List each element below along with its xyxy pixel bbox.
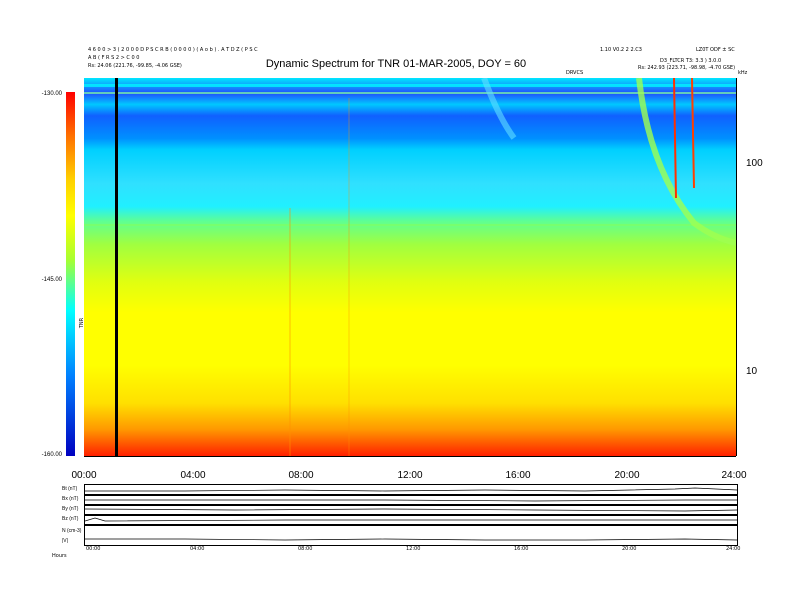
panel-label: Bx (nT) <box>62 496 79 502</box>
panel-label: By (nT) <box>62 506 79 512</box>
header-right-line4: Rs: 242.93 (223.71, -98.98, -4.70 GSE) <box>638 65 736 71</box>
bottom-x-tick: 12:00 <box>406 546 421 552</box>
panel-bt <box>84 484 738 496</box>
panel-label: |V| <box>62 538 68 544</box>
colorbar <box>66 92 75 456</box>
header-left-line3: Rs: 24.06 (221.76, -99.85, -4.06 GSE) <box>88 63 182 69</box>
spike-line <box>673 78 677 199</box>
khz-label: kHz <box>738 70 748 76</box>
type-iii-burst <box>636 78 736 246</box>
panel-n <box>84 524 738 546</box>
x-tick: 00:00 <box>71 470 97 481</box>
colorbar-tick-bottom: -160.00 <box>41 452 62 458</box>
panel-bx <box>84 494 738 506</box>
spectrum-band <box>84 84 736 87</box>
x-tick: 12:00 <box>397 470 423 481</box>
header-right-line3: D3_FLTCR T3: 3.3 ) 3.0.0 <box>660 58 722 64</box>
spectrum-band <box>84 92 736 94</box>
spike-line <box>691 78 695 189</box>
panel-by <box>84 504 738 516</box>
bottom-x-tick: 16:00 <box>514 546 529 552</box>
header-right-line2: LZ0T ODF ± SC <box>696 47 735 53</box>
panel-label: N (cm-3) <box>62 528 82 534</box>
y-tick: 100 <box>746 158 763 169</box>
x-tick: 24:00 <box>721 470 747 481</box>
x-tick: 08:00 <box>288 470 314 481</box>
right-axis <box>736 78 737 456</box>
burst-trace <box>481 78 517 140</box>
chart-title: Dynamic Spectrum for TNR 01-MAR-2005, DO… <box>265 58 527 70</box>
bottom-x-tick: 24:00 <box>726 546 741 552</box>
spectrogram <box>84 78 736 456</box>
panel-bz <box>84 514 738 526</box>
bottom-x-tick: 20:00 <box>622 546 637 552</box>
x-tick: 16:00 <box>505 470 531 481</box>
colorbar-tick-mid: -145.00 <box>41 277 62 283</box>
bottom-x-tick: 04:00 <box>190 546 205 552</box>
y-tick: 10 <box>746 366 758 377</box>
x-tick: 04:00 <box>180 470 206 481</box>
data-gap-line <box>115 78 118 456</box>
spectrum-features <box>289 78 736 456</box>
spectrum-band <box>84 224 736 226</box>
bottom-axis <box>84 456 736 457</box>
header-center-small: DRVCS <box>566 70 584 76</box>
bottom-x-tick: 08:00 <box>298 546 313 552</box>
bottom-x-tick: 00:00 <box>86 546 101 552</box>
header-right-line1: 1.10 V0.2 2 2.C3 <box>600 47 642 53</box>
panel-label: Bz (nT) <box>62 516 79 522</box>
colorbar-tick-top: -130.00 <box>41 91 62 97</box>
header-left-line2: A B ( F R S 2 > C 0 0 <box>88 55 140 61</box>
x-tick: 20:00 <box>614 470 640 481</box>
bottom-x-label: Hours <box>52 553 67 559</box>
header-left-line1: 4 6 0 0 > 3 ( 2 0 0 0 D P S C R B ( 0 0 … <box>88 47 258 53</box>
panel-label: Bt (nT) <box>62 486 78 492</box>
